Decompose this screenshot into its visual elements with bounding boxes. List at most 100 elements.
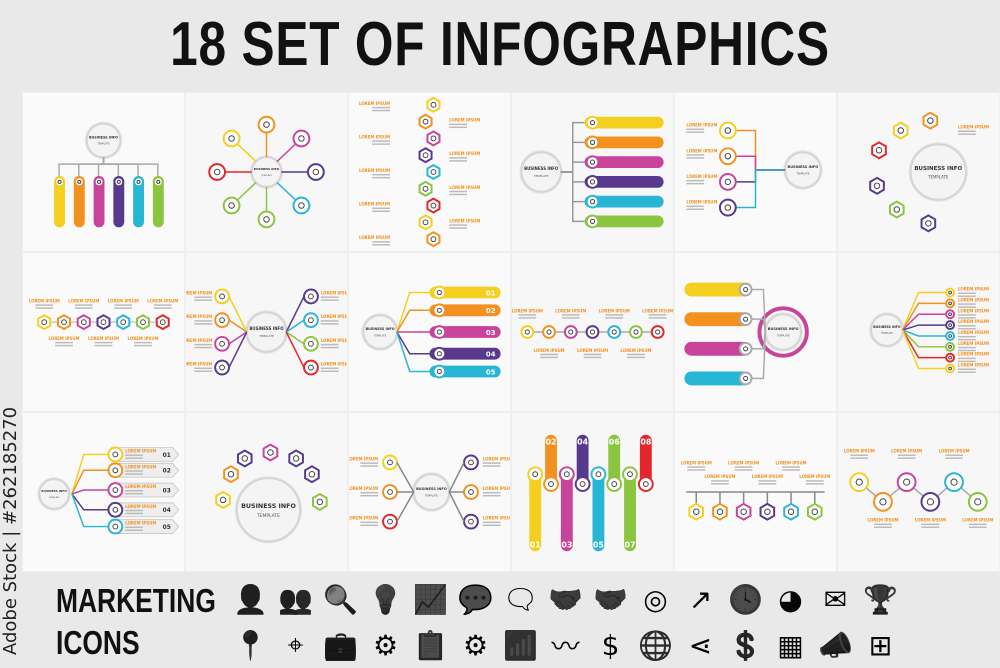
icon-node: [93, 176, 105, 188]
step-number: 06: [609, 438, 620, 447]
center-title: BUSINESS INFO: [41, 489, 67, 493]
icon-node: [208, 163, 227, 181]
chat-bubbles-icon: 💬: [458, 582, 493, 616]
lorem-label: LOREM IPSUM: [186, 338, 212, 343]
infographic-drawing: BUSINESS INFO TEMPLATE: [208, 115, 325, 229]
icon-node: [463, 513, 479, 530]
lorem-label: LOREM IPSUM: [867, 518, 898, 523]
infographic-wave-pills: 01 02 03 04 05 06 07 08: [511, 412, 674, 572]
text-placeholder: [686, 182, 705, 185]
hex-node: [426, 96, 441, 113]
step-number: 02: [163, 469, 171, 475]
text-placeholder: [320, 367, 339, 370]
text-placeholder: [55, 344, 73, 347]
node-icon: [422, 152, 429, 159]
handshake-outline-icon: 🤝: [593, 582, 628, 616]
center-circle: [764, 313, 802, 351]
hex-node: [155, 314, 170, 331]
center-title: BUSINESS INFO: [416, 487, 447, 491]
infographic-drawing: BUSINESS INFO TEMPLATE 01 02 03 04 05: [361, 285, 501, 379]
center-circle: [250, 156, 283, 188]
text-placeholder: [921, 523, 940, 526]
color-pill: [584, 175, 664, 188]
node-icon: [422, 185, 429, 192]
icon-node: [214, 335, 230, 352]
text-placeholder: [372, 173, 390, 176]
connector-line: [902, 324, 949, 331]
node-icon: [219, 317, 225, 324]
text-placeholder: [320, 346, 339, 349]
node-icon: [308, 364, 314, 371]
text-placeholder: [561, 317, 580, 319]
node-icon: [716, 508, 724, 516]
center-title: BUSINESS INFO: [241, 503, 296, 510]
lorem-label: LOREM IPSUM: [891, 449, 922, 454]
step-number: 04: [163, 508, 171, 514]
color-pill: [584, 116, 664, 129]
infographic-hex-arc: BUSINESS INFO TEMPLATE LOREM IPSUM: [837, 92, 1000, 252]
lorem-label: LOREM IPSUM: [359, 168, 390, 173]
connector-line: [560, 161, 585, 173]
text-placeholder: [372, 109, 390, 112]
node-icon: [422, 219, 429, 226]
node-icon: [724, 204, 732, 211]
text-placeholder: [194, 346, 213, 349]
lorem-label: LOREM IPSUM: [958, 352, 989, 357]
center-title: BUSINESS INFO: [768, 327, 799, 331]
infographic-drawing: BUSINESS INFO TEMPLATE LOREM IPSUM LOREM IP…: [686, 121, 823, 217]
hex-node: [37, 314, 52, 331]
node-icon: [219, 340, 225, 347]
node-icon: [112, 523, 119, 530]
text-placeholder: [320, 296, 339, 298]
connector-line: [735, 155, 786, 171]
infographic-drawing: BUSINESS INFO TEMPLATE: [684, 282, 809, 386]
color-pill: [684, 341, 752, 356]
step-number: 02: [546, 438, 557, 447]
text-placeholder: [805, 483, 824, 485]
icon-node: [945, 352, 956, 363]
text-placeholder: [449, 224, 468, 226]
icon-node: [585, 115, 600, 130]
text-placeholder: [449, 126, 468, 129]
text-placeholder: [134, 341, 152, 344]
text-placeholder: [125, 470, 143, 472]
icon-node: [920, 492, 941, 512]
node-icon: [589, 199, 596, 205]
text-placeholder: [605, 317, 624, 319]
text-placeholder: [372, 176, 390, 179]
infographic-drawing: LOREM IPSUM LOREM IPSUM LOREM IPSUM LOREM I…: [512, 308, 673, 359]
lorem-label: LOREM IPSUM: [449, 118, 480, 123]
icon-node: [107, 482, 124, 498]
node-icon: [563, 471, 570, 478]
lorem-label: LOREM IPSUM: [915, 518, 946, 523]
text-placeholder: [945, 457, 963, 459]
text-placeholder: [805, 480, 824, 482]
text-placeholder: [958, 346, 976, 349]
infographic-drawing: LOREM IPSUM LOREM IPSUM LOREM IPSUM LOREM I…: [681, 460, 830, 521]
icon-set: 👤 👥 🔍 💡 📈 💬 🗨 🤝 🤝 ◎ ↗ 🕓 ◕ ✉ 🏆 📍 ⌖ 💼 ⚙ 📋 ⚙ 📶 〰 $ 🌐 ⋖ 💲 ▦ 📣 ⊞: [228, 578, 998, 666]
share-icon: ⋖: [688, 628, 713, 662]
text-placeholder: [372, 210, 390, 212]
icon-node: [629, 325, 643, 339]
icon-node: [967, 492, 988, 512]
growth-arrow-icon: ↗: [688, 582, 713, 616]
icon-node: [945, 287, 956, 298]
text-placeholder: [968, 523, 987, 526]
lorem-label: LOREM IPSUM: [686, 174, 717, 179]
hex-node: [223, 465, 239, 484]
node-icon: [213, 168, 221, 176]
hex-node: [759, 502, 776, 521]
text-placeholder: [114, 307, 133, 309]
node-icon: [532, 471, 539, 478]
text-placeholder: [320, 320, 339, 322]
icon-node: [945, 363, 956, 374]
lorem-label: LOREM IPSUM: [958, 319, 989, 324]
text-placeholder: [921, 526, 940, 529]
icon-node: [585, 214, 600, 229]
text-placeholder: [125, 526, 143, 529]
node-icon: [228, 135, 235, 142]
infographic-drawing: BUSINESS INFO TEMPLATE: [54, 121, 164, 228]
text-placeholder: [686, 131, 705, 133]
color-pill: [584, 136, 664, 149]
connector-line: [735, 169, 786, 183]
